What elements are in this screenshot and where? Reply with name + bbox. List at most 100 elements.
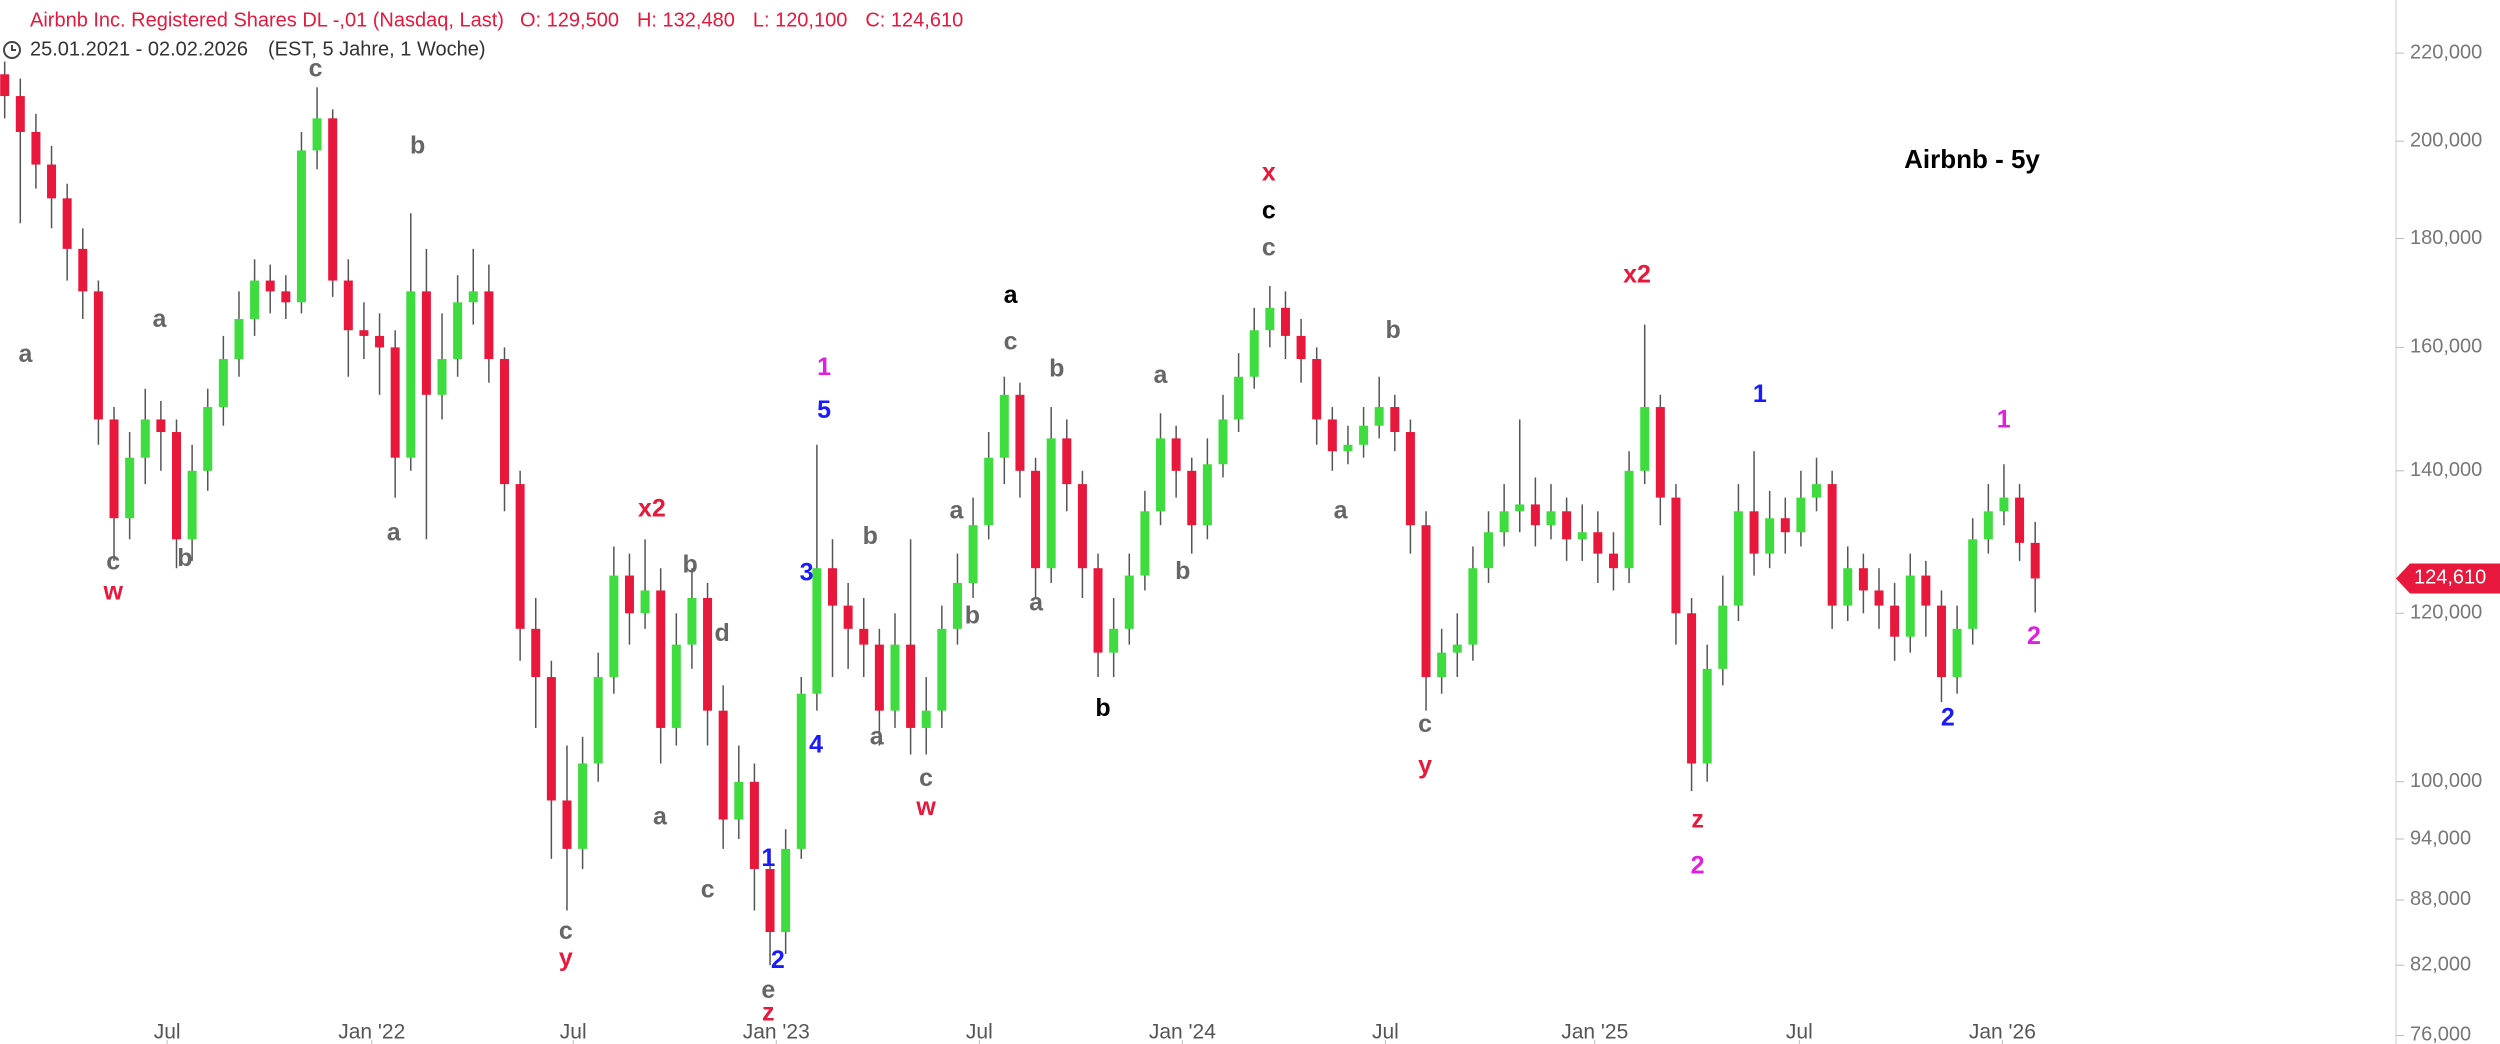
candle-body <box>187 470 197 540</box>
candle-body <box>1202 464 1212 526</box>
candle-body <box>2015 497 2025 543</box>
candle-body <box>78 248 88 292</box>
candle-body <box>1577 532 1587 540</box>
candle-body <box>1655 407 1665 498</box>
x-tick-label: Jan '22 <box>338 1021 405 1044</box>
y-tick-label: 180,000 <box>2410 227 2482 249</box>
wave-label: y <box>1418 751 1432 779</box>
candle-body <box>171 432 181 540</box>
candle-body <box>1983 511 1993 540</box>
candle-body <box>546 677 556 801</box>
candle-body <box>312 118 322 151</box>
candle-body <box>796 693 806 849</box>
wave-label: x2 <box>1623 260 1651 288</box>
candle-body <box>1218 419 1228 465</box>
x-tick-label: Jul <box>1786 1021 1813 1044</box>
candle-body <box>1546 511 1556 526</box>
candle-body <box>93 291 103 420</box>
wave-label: 1 <box>761 844 775 872</box>
candle-body <box>234 318 244 360</box>
instrument: Airbnb Inc. Registered Shares DL -,01 (N… <box>30 9 504 31</box>
candle-body <box>500 359 510 485</box>
clock-icon <box>3 41 21 59</box>
quote-item: C: 124,610 <box>865 9 963 31</box>
y-tick-label: 100,000 <box>2410 770 2482 792</box>
candle-body <box>531 628 541 678</box>
wave-label: 2 <box>1941 704 1955 732</box>
chart-title: Airbnb - 5y <box>1904 144 2040 174</box>
candle-body <box>718 710 728 820</box>
wave-label: b <box>965 601 980 629</box>
candle-body <box>1249 330 1259 377</box>
candle-body <box>1921 575 1931 606</box>
wave-label: w <box>102 578 123 606</box>
candle-body <box>1936 605 1946 678</box>
quote-item: O: 129,500 <box>520 9 619 31</box>
wave-label: c <box>559 917 573 945</box>
candle-body <box>952 582 962 629</box>
quote: O: 129,500 H: 132,480 L: 120,100 C: 124,610 <box>520 9 963 31</box>
candle-body <box>328 118 338 281</box>
candle-body <box>1359 425 1369 445</box>
candle-body <box>749 781 759 869</box>
wave-label: a <box>1004 281 1019 309</box>
candle-body <box>1718 605 1728 669</box>
candle-body <box>921 710 931 728</box>
candle-body <box>1046 438 1056 569</box>
candle-body <box>593 677 603 764</box>
wave-label: c <box>106 547 120 575</box>
y-tick-label: 160,000 <box>2410 336 2482 358</box>
candle-body <box>62 198 72 249</box>
candle-body <box>47 164 57 199</box>
candle-body <box>515 484 525 629</box>
wave-label: 4 <box>809 731 823 759</box>
candle-body <box>1702 668 1712 764</box>
y-tick-label: 220,000 <box>2410 41 2482 63</box>
candle-body <box>609 575 619 678</box>
wave-label: a <box>19 340 34 368</box>
candle-body <box>1405 432 1415 526</box>
candle-body <box>1905 575 1915 637</box>
y-tick-label: 120,000 <box>2410 602 2482 624</box>
wave-label: a <box>870 723 885 751</box>
candle-body <box>1530 504 1540 526</box>
candle-body <box>406 291 416 458</box>
wave-label: 1 <box>817 353 831 381</box>
candle-body <box>906 644 916 728</box>
y-tick-label: 94,000 <box>2410 827 2471 849</box>
wave-label: c <box>1004 327 1018 355</box>
candle-body <box>109 419 119 519</box>
wave-label: a <box>1334 496 1349 524</box>
candle-body <box>1468 568 1478 645</box>
candle-body <box>1562 511 1572 540</box>
wave-label: c <box>1262 233 1276 261</box>
candle-body <box>1421 525 1431 678</box>
candle-body <box>687 598 697 645</box>
candle-body <box>843 605 853 629</box>
x-tick-label: Jan '26 <box>1969 1021 2036 1044</box>
wave-label: d <box>714 619 729 647</box>
wave-label: b <box>1175 557 1190 585</box>
y-tick-label: 82,000 <box>2410 953 2471 975</box>
candle-body <box>1156 438 1166 512</box>
candle-body <box>1780 518 1790 533</box>
candle-body <box>968 525 978 583</box>
candle-body <box>1671 497 1681 614</box>
wave-label: 2 <box>771 946 785 974</box>
candle-body <box>1187 470 1197 526</box>
candle-body <box>1390 407 1400 433</box>
wave-label: c <box>701 876 715 904</box>
wave-label: a <box>653 802 668 830</box>
wave-label: c <box>919 764 933 792</box>
wave-label: 5 <box>817 396 831 424</box>
candle-body <box>1374 407 1384 426</box>
candle-body <box>140 419 150 458</box>
candle-body <box>1312 359 1322 420</box>
candle-body <box>562 800 572 849</box>
candle-body <box>156 419 166 433</box>
x-tick-label: Jan '23 <box>743 1021 810 1044</box>
candle-body <box>453 302 463 360</box>
candle-body <box>1171 438 1181 471</box>
wave-label: 1 <box>1997 405 2011 433</box>
candle-body <box>1234 376 1244 420</box>
